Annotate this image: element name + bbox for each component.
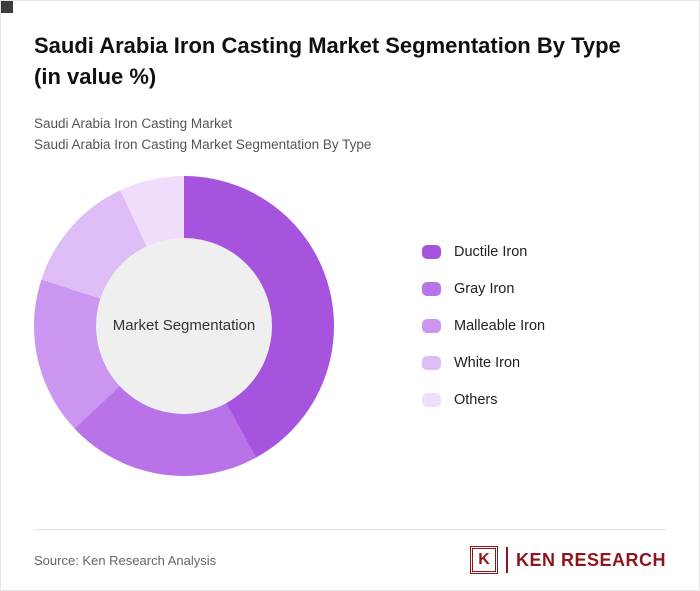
donut-chart-wrapper: Market Segmentation [34, 175, 334, 476]
logo-k-icon: K [469, 546, 498, 574]
legend: Ductile Iron Gray Iron Malleable Iron Wh… [422, 244, 545, 408]
legend-label: White Iron [454, 354, 521, 371]
legend-item: Gray Iron [422, 281, 545, 297]
ken-research-logo: K KEN RESEARCH [469, 546, 666, 574]
legend-swatch [422, 244, 441, 259]
legend-item: Ductile Iron [422, 244, 545, 260]
donut-center-label: Market Segmentation [112, 317, 256, 335]
legend-swatch [422, 355, 441, 370]
legend-item: Malleable Iron [422, 318, 545, 334]
legend-label: Others [454, 391, 498, 408]
legend-label: Malleable Iron [454, 317, 546, 334]
legend-item: White Iron [422, 355, 545, 371]
legend-swatch [422, 318, 441, 333]
chart-area: Market Segmentation Ductile Iron Gray Ir… [34, 175, 699, 476]
chart-subtitles: Saudi Arabia Iron Casting Market Saudi A… [34, 113, 666, 156]
subtitle-line-1: Saudi Arabia Iron Casting Market [34, 115, 233, 131]
legend-swatch [422, 392, 441, 407]
source-text: Source: Ken Research Analysis [34, 552, 217, 568]
legend-label: Gray Iron [454, 280, 515, 297]
donut-hole: Market Segmentation [96, 237, 272, 414]
logo-divider [505, 547, 508, 573]
corner-artifact [1, 1, 13, 13]
legend-swatch [422, 281, 441, 296]
logo-brand-text: KEN RESEARCH [515, 549, 666, 570]
footer: Source: Ken Research Analysis K KEN RESE… [34, 529, 666, 574]
legend-item: Others [422, 392, 545, 408]
subtitle-line-2: Saudi Arabia Iron Casting Market Segment… [34, 137, 372, 153]
legend-label: Ductile Iron [454, 243, 528, 260]
page-title: Saudi Arabia Iron Casting Market Segment… [34, 33, 621, 89]
